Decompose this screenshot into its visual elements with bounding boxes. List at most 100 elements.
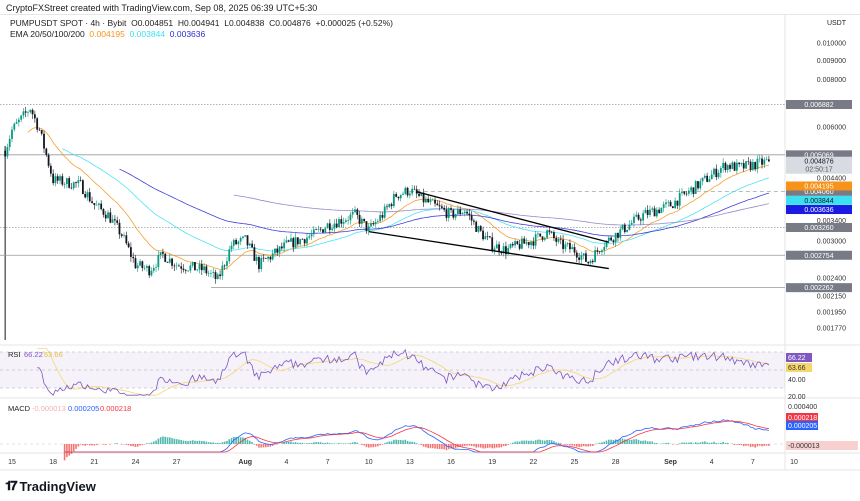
candle-body — [40, 130, 43, 134]
macd-histogram-bar — [210, 442, 212, 444]
candle-body — [319, 228, 322, 230]
candle-body — [65, 178, 68, 185]
macd-histogram-bar — [683, 442, 686, 444]
candle-body — [180, 266, 183, 269]
macd-histogram-bar — [704, 441, 706, 444]
macd-histogram-bar — [397, 439, 400, 444]
macd-histogram-bar — [402, 440, 404, 444]
candle-body — [280, 246, 283, 249]
macd-histogram-bar — [340, 443, 343, 444]
candle-body — [738, 162, 741, 165]
macd-histogram-bar — [736, 444, 738, 445]
macd-histogram-bar — [722, 441, 724, 444]
candle-body — [713, 168, 715, 175]
macd-histogram-bar — [459, 444, 461, 448]
candle-body — [27, 112, 29, 113]
candle-body — [486, 236, 489, 237]
candle-body — [562, 239, 564, 249]
macd-title: MACD — [8, 404, 31, 413]
candle-body — [431, 199, 434, 201]
candle-body — [697, 181, 699, 189]
candle-body — [749, 161, 752, 170]
macd-histogram-bar — [436, 444, 439, 449]
candle-body — [470, 215, 473, 221]
macd-histogram-bar — [267, 444, 269, 447]
candle-body — [386, 206, 388, 208]
macd-histogram-bar — [415, 443, 418, 444]
candle-body — [157, 255, 160, 268]
macd-histogram-bar — [404, 439, 407, 444]
candle-body — [523, 238, 526, 244]
price-label-bg — [786, 156, 852, 174]
divider — [0, 14, 860, 15]
macd-histogram-bar — [370, 444, 372, 448]
candle-body — [130, 247, 132, 257]
candle-body — [205, 266, 208, 274]
macd-histogram-bar — [333, 443, 336, 444]
macd-histogram-bar — [168, 437, 171, 444]
candle-body — [747, 161, 750, 162]
candle-body — [701, 177, 704, 182]
candle-body — [681, 191, 683, 193]
candle-body — [312, 229, 315, 235]
macd-histogram-bar — [667, 442, 670, 444]
candle-body — [86, 192, 89, 198]
macd-histogram-bar — [571, 444, 574, 446]
candle-body — [665, 202, 667, 205]
candle-body — [239, 238, 242, 242]
macd-histogram-bar — [614, 439, 617, 444]
macd-histogram-bar — [560, 443, 562, 444]
candle-body — [507, 247, 510, 255]
candle-body — [582, 253, 585, 256]
y-tick-label: 0.009000 — [817, 58, 846, 65]
macd-histogram-bar — [482, 444, 484, 449]
macd-histogram-bar — [676, 444, 679, 445]
macd-histogram-bar — [246, 439, 249, 444]
macd-histogram-bar — [534, 440, 537, 444]
macd-histogram-bar — [742, 444, 745, 447]
macd-histogram-bar — [694, 442, 697, 444]
macd-hist-value: -0.000013 — [32, 404, 66, 413]
candle-body — [598, 251, 601, 253]
candle-body — [541, 236, 544, 240]
macd-histogram-bar — [758, 444, 761, 446]
x-tick-label: 21 — [90, 459, 98, 466]
macd-histogram-bar — [514, 441, 516, 444]
trendline — [416, 191, 609, 243]
macd-histogram-bar — [212, 442, 215, 444]
candle-body — [54, 176, 57, 184]
price-label-bg — [786, 100, 852, 110]
macd-histogram-bar — [688, 442, 690, 444]
symbol-name[interactable]: PUMPUSDT SPOT · 4h · Bybit — [10, 18, 127, 28]
candle-body — [367, 226, 370, 232]
candle-body — [374, 222, 377, 225]
macd-histogram-bar — [409, 441, 411, 444]
candle-body — [502, 246, 505, 254]
ema100-line — [119, 168, 770, 237]
ohlc-high: H0.004941 — [177, 18, 220, 28]
candle-body — [258, 257, 260, 270]
candle-body — [383, 206, 386, 218]
rsi-label-bg — [786, 363, 812, 372]
rsi-axis-label: 63.66 — [788, 365, 806, 372]
price-label-bg — [786, 195, 852, 205]
candle-body — [758, 158, 761, 160]
candle-body — [566, 243, 569, 245]
macd-histogram-bar — [132, 444, 134, 447]
macd-histogram-bar — [576, 444, 578, 447]
macd-histogram-bar — [452, 444, 455, 449]
candle-body — [731, 162, 734, 169]
macd-histogram-bar — [139, 444, 141, 446]
candle-body — [591, 260, 594, 263]
candle-body — [317, 228, 320, 230]
candle-body — [694, 181, 697, 194]
ema-label[interactable]: EMA 20/50/100/200 — [10, 29, 85, 39]
candle-body — [473, 220, 475, 222]
x-tick-label: 13 — [406, 459, 414, 466]
candle-body — [550, 231, 553, 233]
rsi-axis-label: 66.22 — [788, 355, 806, 362]
macd-histogram-bar — [672, 444, 674, 445]
candle-body — [162, 252, 164, 254]
candle-body — [685, 193, 688, 195]
